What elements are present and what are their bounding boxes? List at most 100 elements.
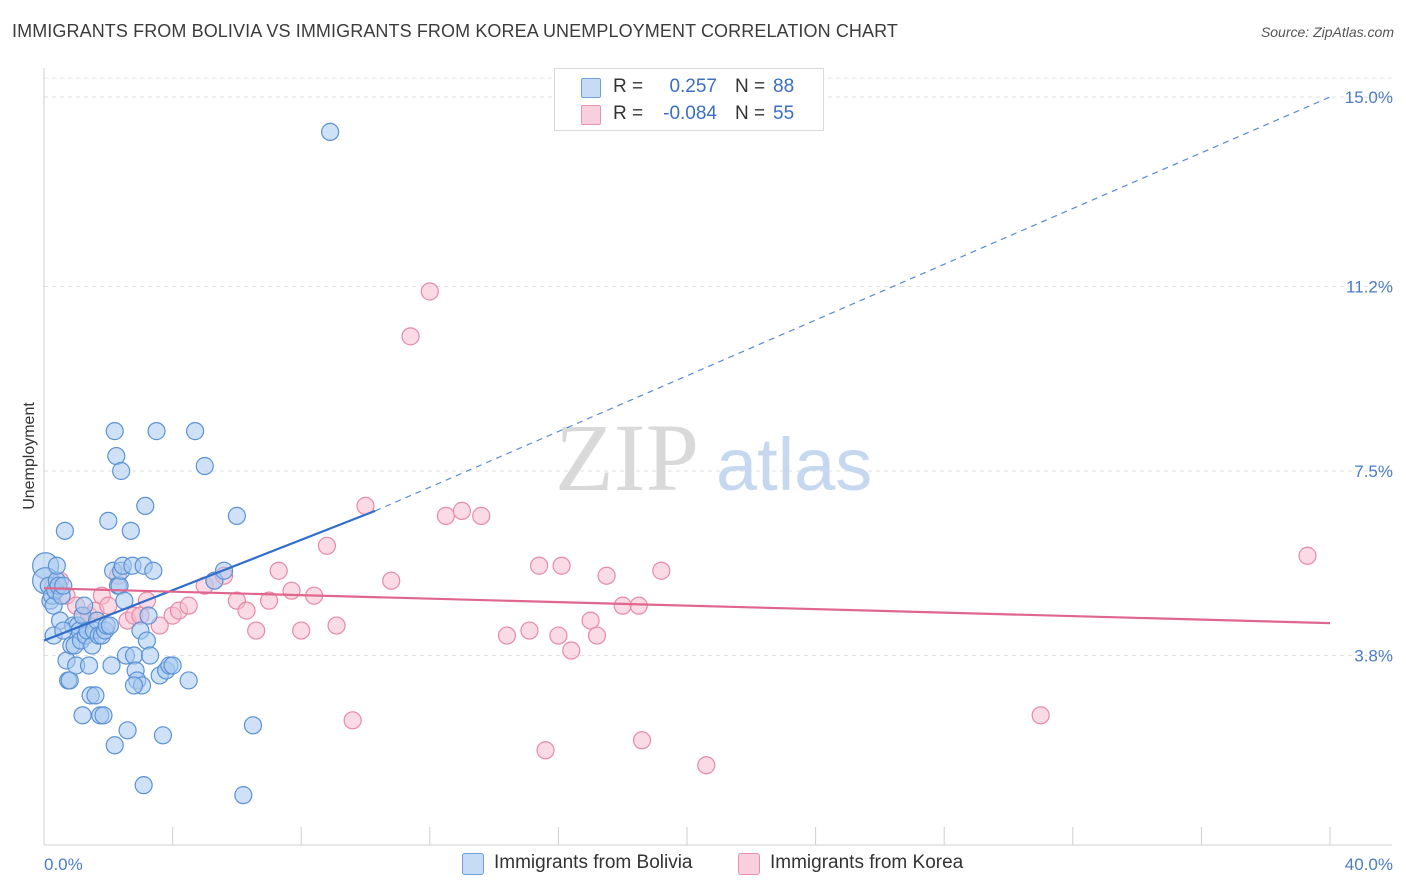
- bolivia-point: [227, 506, 246, 525]
- korea-point: [292, 621, 311, 640]
- bolivia-point: [137, 631, 156, 650]
- bolivia-point: [234, 786, 253, 805]
- korea-point: [587, 626, 607, 645]
- legend-r-label: R =: [613, 76, 644, 97]
- bolivia-point: [102, 656, 121, 675]
- bolivia-swatch: [462, 853, 484, 875]
- korea-point: [420, 282, 439, 301]
- korea-point: [343, 711, 362, 730]
- bolivia-point: [118, 721, 137, 740]
- korea-point: [317, 536, 337, 555]
- legend-label-bolivia: Immigrants from Bolivia: [494, 852, 693, 873]
- bolivia-point: [105, 736, 124, 755]
- bolivia-point: [124, 676, 144, 695]
- korea-point: [382, 571, 401, 590]
- bolivia-point: [134, 776, 153, 795]
- stats-legend: R = 0.257 N = 88 R = -0.084 N = 55: [554, 68, 824, 131]
- legend-r-value: -0.084: [663, 103, 717, 124]
- bolivia-point: [140, 646, 160, 665]
- korea-point: [530, 556, 549, 575]
- y-axis-label: Unemployment: [21, 402, 38, 510]
- bolivia-swatch: [581, 78, 601, 98]
- legend-n-value: 88: [773, 76, 795, 97]
- korea-point: [1298, 546, 1317, 565]
- legend-r-label: R =: [613, 103, 644, 124]
- bolivia-point: [54, 576, 73, 595]
- bolivia-point: [195, 456, 214, 476]
- korea-point: [632, 731, 652, 750]
- korea-trend-line: [43, 587, 1331, 625]
- korea-point: [562, 641, 581, 660]
- chart-title: IMMIGRANTS FROM BOLIVIA VS IMMIGRANTS FR…: [12, 21, 898, 41]
- grid-lines: [44, 77, 1392, 657]
- y-tick-label: 3.8%: [1354, 647, 1393, 666]
- bolivia-point: [86, 686, 105, 705]
- y-tick-label: 15.0%: [1345, 88, 1393, 107]
- legend-r-value: 0.257: [669, 76, 717, 97]
- korea-point: [436, 506, 455, 525]
- korea-point: [1031, 706, 1050, 725]
- trend-lines: [43, 96, 1331, 642]
- bolivia-point: [179, 671, 198, 690]
- korea-point: [247, 621, 266, 640]
- bolivia-point: [321, 122, 340, 142]
- korea-point: [259, 591, 279, 610]
- korea-point: [327, 616, 346, 635]
- korea-point: [536, 741, 555, 760]
- bolivia-point: [163, 656, 182, 675]
- korea-swatch: [581, 105, 601, 125]
- korea-point: [237, 601, 256, 620]
- x-tick-label: 40.0%: [1345, 855, 1393, 874]
- bolivia-point: [136, 496, 155, 516]
- korea-point: [549, 626, 568, 645]
- watermark-atlas: atlas: [716, 423, 872, 506]
- y-tick-label: 11.2%: [1346, 277, 1393, 296]
- korea-point: [99, 596, 118, 615]
- bolivia-point: [186, 422, 205, 441]
- legend-label-korea: Immigrants from Korea: [770, 852, 964, 873]
- legend-row-korea: R = -0.084 N = 55: [555, 101, 823, 127]
- bolivia-point: [139, 606, 158, 625]
- bolivia-point: [99, 511, 118, 530]
- bolivia-point: [55, 521, 74, 540]
- legend-row-bolivia: R = 0.257 N = 88: [555, 74, 823, 100]
- bolivia-point: [243, 716, 263, 735]
- korea-point: [697, 756, 716, 775]
- bolivia-points: [32, 122, 340, 805]
- legend-n-label: N =: [735, 103, 766, 124]
- korea-point: [652, 561, 671, 580]
- korea-points: [44, 282, 1317, 775]
- korea-point: [629, 596, 648, 615]
- korea-point: [581, 611, 600, 630]
- bolivia-point: [121, 521, 140, 540]
- bolivia-point: [144, 561, 163, 580]
- bolivia-point: [112, 461, 131, 481]
- korea-point: [520, 621, 539, 640]
- bolivia-point: [100, 616, 120, 635]
- axes: [43, 68, 1392, 846]
- korea-point: [613, 596, 632, 615]
- bolivia-point: [147, 422, 166, 441]
- x-tick-label: 0.0%: [44, 855, 83, 874]
- korea-point: [597, 566, 616, 585]
- korea-point: [179, 596, 198, 615]
- bolivia-point: [60, 671, 79, 690]
- korea-point: [497, 626, 517, 645]
- watermark: ZIP atlas: [555, 404, 872, 511]
- bolivia-point: [124, 646, 144, 665]
- bolivia-point: [75, 596, 94, 615]
- bolivia-point: [105, 422, 124, 441]
- korea-point: [401, 327, 420, 346]
- korea-point: [472, 506, 491, 525]
- korea-point: [282, 581, 301, 600]
- y-tick-label: 7.5%: [1354, 462, 1393, 481]
- tick-labels: 3.8% 7.5% 11.2% 15.0% 0.0% 40.0% Unemployment: [21, 88, 1393, 874]
- bolivia-point: [153, 726, 173, 745]
- bolivia-point: [79, 656, 99, 675]
- watermark-zip: ZIP: [555, 404, 699, 511]
- bolivia-trend-extension: [374, 96, 1331, 512]
- bolivia-point: [47, 556, 66, 575]
- korea-point: [552, 556, 571, 575]
- korea-point: [452, 501, 472, 520]
